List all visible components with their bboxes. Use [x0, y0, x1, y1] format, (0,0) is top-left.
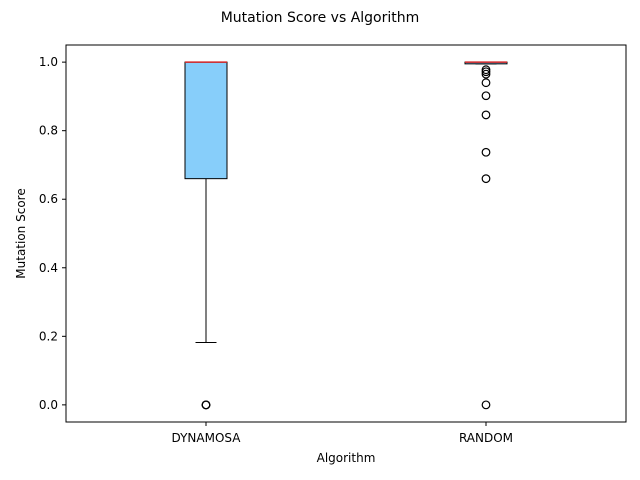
y-axis-label: Mutation Score — [14, 188, 28, 278]
box-group-random — [464, 61, 508, 410]
outlier-point — [481, 69, 491, 79]
x-tick-label: DYNAMOSA — [172, 431, 242, 445]
outlier-point — [481, 400, 491, 410]
y-tick-label: 0.6 — [39, 192, 58, 206]
plot-area — [184, 61, 508, 410]
y-tick-label: 0.4 — [39, 261, 58, 275]
outlier-point — [481, 110, 491, 120]
outlier-point — [481, 78, 491, 88]
y-tick-label: 0.0 — [39, 398, 58, 412]
y-tick-label: 1.0 — [39, 55, 58, 69]
outlier-point — [481, 91, 491, 101]
x-axis-label: Algorithm — [317, 451, 376, 465]
outlier-point — [481, 174, 491, 184]
box-group-dynamosa — [184, 61, 228, 410]
outlier-point — [201, 400, 211, 410]
outlier-point — [481, 147, 491, 157]
box-iqr — [184, 61, 228, 180]
x-axis: DYNAMOSA RANDOM — [172, 422, 513, 445]
axes-frame — [65, 44, 627, 423]
outlier-point — [481, 65, 491, 75]
y-tick-label: 0.2 — [39, 329, 58, 343]
y-axis: 0.0 0.2 0.4 0.6 0.8 1.0 — [39, 55, 66, 412]
y-tick-label: 0.8 — [39, 124, 58, 138]
chart-title: Mutation Score vs Algorithm — [221, 10, 420, 26]
x-tick-label: RANDOM — [459, 431, 513, 445]
